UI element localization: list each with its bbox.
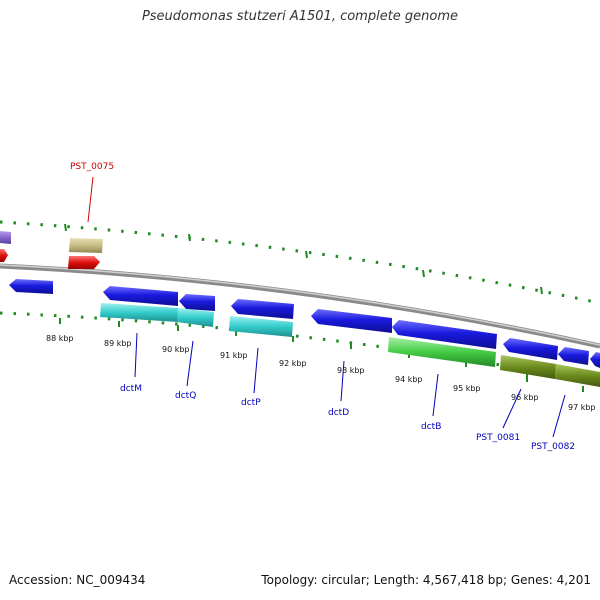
gene-label: PST_0081 [476, 433, 520, 443]
map-title: Pseudomonas stutzeri A1501, complete gen… [141, 9, 459, 24]
genome-backbone [0, 263, 600, 349]
gene-box-olive[interactable] [500, 355, 556, 379]
scale-label: 92 kbp [279, 359, 307, 368]
scale-label: 89 kbp [104, 339, 132, 348]
gene-box-tan[interactable] [69, 238, 103, 253]
gene-arrow-blue[interactable] [311, 309, 392, 333]
accession-text: Accession: NC_009434 [9, 573, 146, 587]
gene-arrow-blue[interactable] [231, 299, 294, 319]
gene-labels: PST_0075 dctM dctQ dctP dctD dctB PST_00… [70, 162, 575, 452]
gene-arrow-blue[interactable] [503, 338, 558, 360]
gene-box-green[interactable] [388, 337, 496, 367]
gene-arrow-blue[interactable] [179, 294, 215, 311]
gene-box-olive[interactable] [555, 364, 600, 387]
scale-label: 93 kbp [337, 366, 365, 375]
gene-callouts [87, 176, 566, 438]
scale-label: 90 kbp [162, 345, 190, 354]
gene-arrow-blue[interactable] [590, 352, 600, 368]
gene-arrow-blue[interactable] [392, 320, 497, 349]
gene-label: PST_0082 [531, 442, 575, 452]
reverse-genes [9, 279, 600, 387]
gene-arrow-purple[interactable] [0, 231, 11, 244]
scale-labels: 88 kbp 89 kbp 90 kbp 91 kbp 92 kbp 93 kb… [46, 334, 596, 412]
gene-box-cyan[interactable] [229, 316, 293, 337]
forward-genes [0, 231, 103, 269]
scale-label: 96 kbp [511, 393, 539, 402]
gene-label: dctM [120, 384, 142, 394]
gene-arrow-blue[interactable] [558, 347, 589, 365]
scale-label: 95 kbp [453, 384, 481, 393]
gene-arrow-red[interactable] [68, 256, 100, 269]
gene-box-cyan[interactable] [100, 303, 178, 322]
genome-summary-text: Topology: circular; Length: 4,567,418 bp… [261, 573, 591, 587]
gene-label: PST_0075 [70, 162, 114, 172]
gene-arrow-blue[interactable] [9, 279, 53, 294]
gene-label: dctQ [175, 391, 196, 401]
scale-label: 88 kbp [46, 334, 74, 343]
upper-track-ticks [64, 223, 543, 295]
gene-arrow-red-small[interactable] [0, 249, 8, 262]
gene-label: dctB [421, 422, 441, 432]
gene-label: dctP [241, 398, 261, 408]
gene-box-cyan[interactable] [177, 308, 214, 327]
scale-ticks [59, 318, 584, 392]
gene-arrow-blue[interactable] [103, 286, 178, 306]
scale-label: 94 kbp [395, 375, 423, 384]
scale-label: 91 kbp [220, 351, 248, 360]
scale-label: 97 kbp [568, 403, 596, 412]
gene-label: dctD [328, 408, 349, 418]
